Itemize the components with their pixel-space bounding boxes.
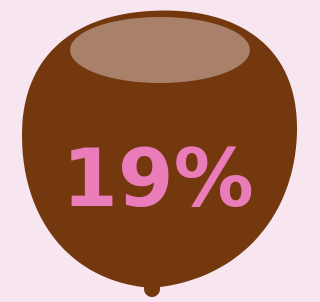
- stat-value: 19%: [62, 132, 253, 225]
- nut-cap: [70, 17, 250, 83]
- stat-graphic: 19%: [0, 0, 300, 302]
- page: 19% (() => { const data = JSON.parse(doc…: [0, 0, 300, 302]
